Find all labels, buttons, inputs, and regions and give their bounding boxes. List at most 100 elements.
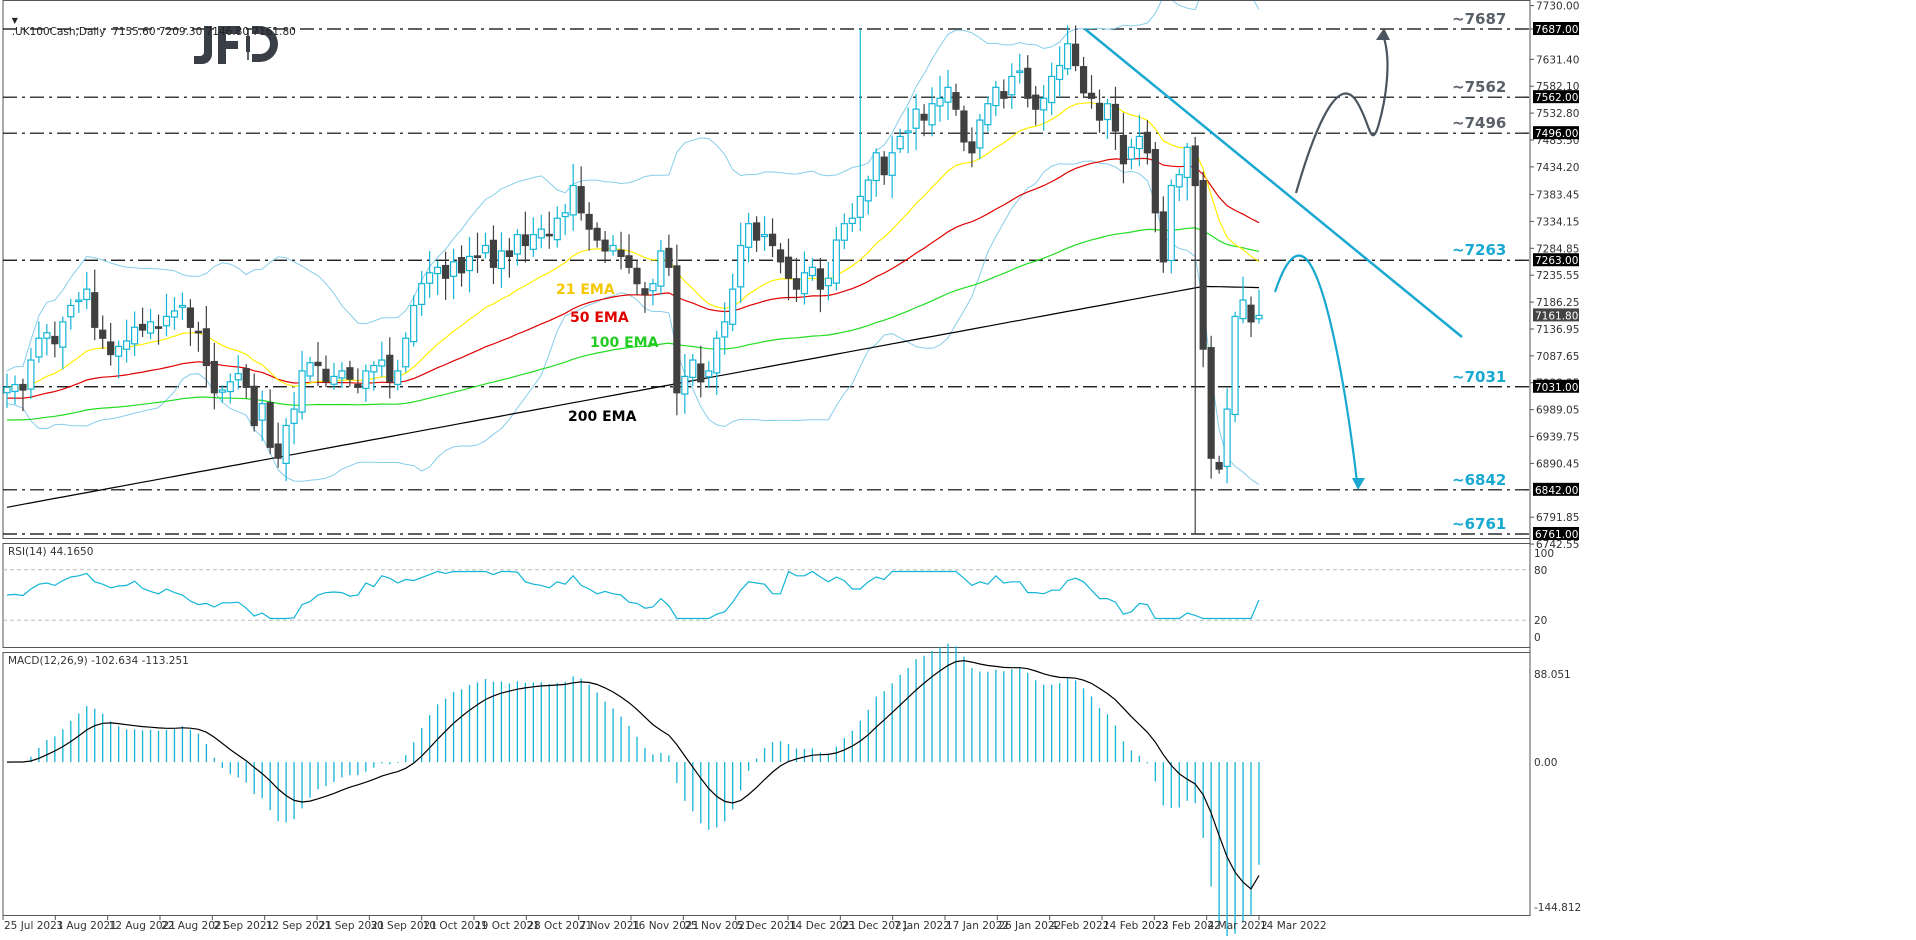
candle[interactable] (729, 273, 737, 332)
candle[interactable] (418, 270, 426, 316)
candle[interactable] (545, 211, 553, 249)
candle[interactable] (920, 104, 928, 137)
candle[interactable] (1183, 142, 1191, 201)
candle[interactable] (992, 80, 1000, 117)
candle[interactable] (67, 298, 75, 330)
candle[interactable] (322, 355, 330, 388)
candle[interactable] (27, 347, 35, 399)
candle[interactable] (489, 225, 498, 285)
candle[interactable] (737, 222, 745, 303)
candle[interactable] (1239, 276, 1247, 324)
candle[interactable] (497, 232, 506, 288)
candle[interactable] (99, 315, 107, 349)
candle[interactable] (1048, 62, 1056, 115)
candle[interactable] (784, 238, 793, 301)
downtrend-line[interactable] (1084, 28, 1463, 338)
candle[interactable] (1231, 311, 1239, 423)
candle[interactable] (936, 75, 944, 122)
candle[interactable] (330, 362, 338, 390)
candle[interactable] (776, 242, 785, 274)
candle[interactable] (1119, 112, 1128, 184)
candle[interactable] (51, 321, 59, 358)
candle[interactable] (888, 135, 896, 199)
candle[interactable] (1175, 168, 1183, 202)
candle[interactable] (577, 166, 585, 221)
candle[interactable] (178, 292, 187, 321)
candle[interactable] (593, 222, 601, 248)
candle[interactable] (202, 306, 210, 388)
candle[interactable] (1199, 171, 1207, 368)
candle[interactable] (426, 251, 434, 298)
candle[interactable] (601, 231, 609, 263)
candle[interactable] (19, 378, 27, 412)
candle[interactable] (386, 337, 394, 399)
candle[interactable] (1040, 85, 1048, 131)
candle[interactable] (449, 248, 458, 300)
candle[interactable] (673, 244, 681, 416)
candle[interactable] (760, 216, 769, 251)
candle[interactable] (266, 389, 274, 455)
candle[interactable] (800, 251, 809, 305)
candle[interactable] (170, 297, 179, 330)
candle[interactable] (721, 302, 729, 355)
candle[interactable] (1111, 86, 1120, 150)
candle[interactable] (824, 262, 832, 301)
candle[interactable] (11, 375, 19, 405)
candle[interactable] (1127, 138, 1136, 170)
candle[interactable] (194, 321, 202, 352)
candle[interactable] (912, 93, 920, 151)
candle[interactable] (1064, 25, 1072, 76)
candle[interactable] (856, 29, 864, 232)
candle[interactable] (1071, 25, 1080, 72)
candle[interactable] (218, 385, 226, 403)
candle[interactable] (154, 314, 163, 345)
candle[interactable] (681, 353, 689, 414)
candle[interactable] (226, 373, 234, 404)
candle[interactable] (1016, 53, 1024, 84)
candle[interactable] (984, 96, 992, 132)
candle[interactable] (848, 203, 856, 232)
candle[interactable] (242, 364, 250, 399)
candle[interactable] (1056, 46, 1064, 98)
candle[interactable] (481, 232, 490, 259)
candle[interactable] (609, 234, 617, 256)
candle[interactable] (91, 269, 99, 341)
candle[interactable] (792, 257, 801, 302)
candle[interactable] (880, 151, 888, 185)
candle[interactable] (258, 390, 266, 442)
candle[interactable] (625, 234, 633, 274)
candle[interactable] (138, 307, 147, 337)
candle[interactable] (968, 127, 976, 168)
candle[interactable] (362, 364, 370, 402)
candle[interactable] (378, 341, 386, 377)
candle[interactable] (35, 321, 43, 363)
main-pane[interactable] (2, 0, 1531, 539)
candle[interactable] (1024, 55, 1032, 108)
candle[interactable] (1223, 388, 1231, 484)
candle[interactable] (896, 128, 904, 154)
candle[interactable] (298, 350, 306, 420)
candle[interactable] (976, 114, 984, 160)
candle[interactable] (904, 107, 912, 154)
candle[interactable] (1032, 85, 1040, 126)
candle[interactable] (234, 355, 242, 390)
candle[interactable] (1215, 455, 1223, 474)
candle[interactable] (713, 330, 721, 395)
candle[interactable] (441, 251, 450, 300)
candle[interactable] (657, 240, 665, 295)
candle[interactable] (250, 373, 258, 432)
candle[interactable] (1000, 79, 1008, 109)
candle[interactable] (649, 278, 657, 306)
candle[interactable] (633, 259, 641, 296)
candle[interactable] (561, 203, 569, 236)
candle[interactable] (1079, 56, 1088, 98)
candle[interactable] (1167, 179, 1175, 274)
candle[interactable] (768, 218, 777, 258)
candle[interactable] (1103, 99, 1112, 139)
candle[interactable] (529, 217, 537, 257)
candle[interactable] (1135, 114, 1143, 167)
candle[interactable] (553, 206, 561, 248)
candle[interactable] (123, 319, 131, 363)
triangle-down-icon[interactable]: ▼ (11, 16, 18, 25)
